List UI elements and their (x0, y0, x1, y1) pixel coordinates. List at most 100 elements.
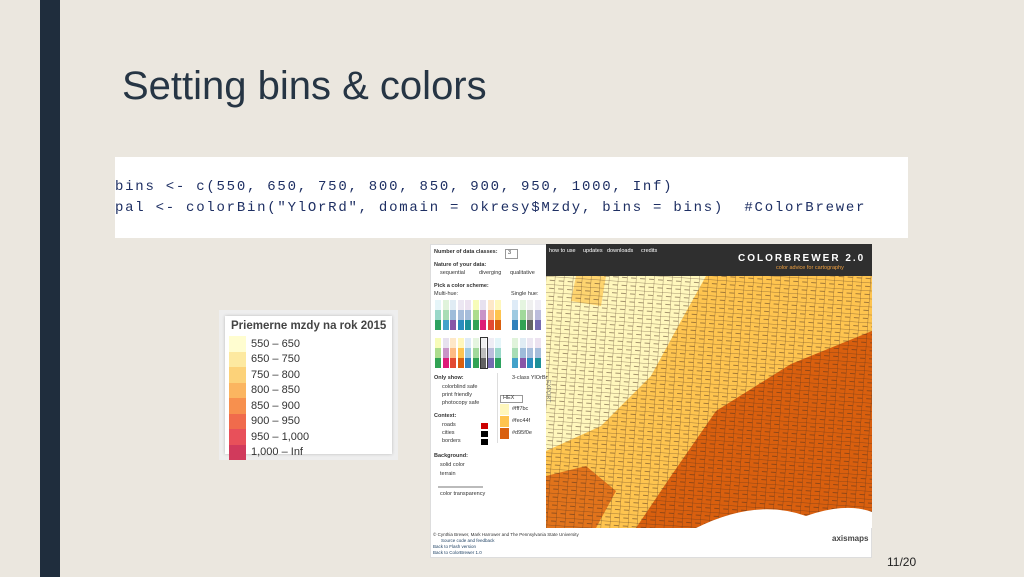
palette-cell (495, 320, 501, 330)
label: Nature of your data: (434, 262, 487, 268)
footer-link[interactable]: Back to Flash version (433, 544, 477, 549)
legend-swatch (229, 429, 246, 445)
palette-cell (442, 348, 449, 358)
county-lines (546, 276, 872, 528)
palette-cell (435, 310, 441, 320)
palette-cell (512, 310, 518, 320)
legend-label: 1,000 – Inf (251, 446, 303, 458)
swatch (500, 428, 509, 439)
radio[interactable]: diverging (479, 270, 502, 276)
palette-cell (442, 300, 449, 310)
legend-image (219, 310, 398, 460)
palette-cell (465, 320, 471, 330)
label: Single hue: (511, 291, 539, 297)
legend-title: Priemerne mzdy na rok 2015 (231, 320, 387, 332)
palette-cell (480, 320, 486, 330)
checkbox[interactable]: colorblind safe (442, 384, 478, 390)
palette-cell (457, 338, 464, 348)
checkbox[interactable]: roads (442, 422, 456, 428)
coast (696, 507, 872, 528)
palette-cell (480, 300, 486, 310)
palette-cell (512, 300, 518, 310)
checkbox[interactable]: borders (442, 438, 461, 444)
palette-cell (487, 300, 494, 310)
palette-cell (450, 320, 456, 330)
radio[interactable]: sequential (440, 270, 466, 276)
brand: axismaps (832, 534, 869, 543)
palette-cell (519, 358, 526, 368)
palette-cell (495, 310, 501, 320)
palette-cell (480, 348, 486, 358)
radio[interactable]: terrain (440, 471, 456, 477)
code-line: bins <- c(550, 650, 750, 800, 850, 900, … (115, 179, 674, 195)
cb-header (546, 244, 872, 276)
palette-cell (450, 338, 456, 348)
footer-link[interactable]: Source code and feedback (441, 538, 495, 543)
palette-cell (465, 300, 471, 310)
checkbox[interactable]: print friendly (442, 392, 472, 398)
palette-cell (519, 348, 526, 358)
label: Number of data classes: (434, 249, 498, 255)
palette-selected (480, 337, 488, 369)
checkbox[interactable]: cities (442, 430, 455, 436)
legend-box (225, 316, 392, 454)
checkbox[interactable]: photocopy safe (442, 400, 480, 406)
palette-cell (442, 338, 449, 348)
side-bar (40, 0, 60, 577)
cb-tagline: color advice for cartography (776, 265, 844, 271)
palette-cell (465, 358, 471, 368)
label: Background: (434, 453, 468, 459)
legend-swatch (229, 413, 246, 429)
select[interactable]: 3 (505, 249, 519, 259)
footer-link[interactable]: Back to ColorBrewer 1.0 (433, 550, 482, 555)
palette-cell (512, 348, 518, 358)
legend-label: 800 – 850 (251, 384, 300, 396)
palette-cell (534, 320, 541, 330)
palette-cell (480, 310, 486, 320)
palette-cell (527, 320, 533, 330)
palette-cell (457, 348, 464, 358)
palette-cell (442, 358, 449, 368)
nav-link: updates (583, 248, 603, 254)
palette-cell (512, 320, 518, 330)
palette-cell (495, 358, 501, 368)
palette-cell (450, 310, 456, 320)
radio[interactable]: qualitative (510, 270, 535, 276)
hex: #d95f0e (512, 430, 532, 436)
palette-cell (512, 338, 518, 348)
palette-cell (487, 310, 494, 320)
palette-cell (534, 358, 541, 368)
palette-cell (480, 358, 486, 368)
legend-swatch (229, 444, 246, 460)
label: Context: (434, 413, 457, 419)
radio[interactable]: solid color (440, 462, 465, 468)
label: color transparency (440, 491, 486, 497)
legend-label: 650 – 750 (251, 353, 300, 365)
palette-cell (487, 338, 494, 348)
legend-label: 550 – 650 (251, 337, 300, 350)
footer: © Cynthia Brewer, Mark Harrower and The … (433, 532, 579, 537)
palette-cell (519, 310, 526, 320)
label: Pick a color scheme: (434, 283, 489, 289)
palette-cell (450, 300, 456, 310)
legend-label: 900 – 950 (251, 415, 300, 427)
slider[interactable] (438, 486, 483, 488)
palette-cell (442, 320, 449, 330)
palette-cell (487, 358, 494, 368)
swatch (481, 423, 488, 429)
select[interactable]: HEX (500, 395, 524, 403)
palette-cell (457, 310, 464, 320)
legend-swatch (229, 351, 246, 367)
export[interactable]: EXPORT (545, 380, 551, 403)
palette-cell (495, 300, 501, 310)
palette-cell (442, 310, 449, 320)
cb-logo: COLORBREWER 2.0 (738, 253, 866, 264)
code-box: bins <- c(550, 650, 750, 800, 850, 900, … (115, 157, 908, 238)
palette-cell (527, 300, 533, 310)
palette-cell (472, 310, 479, 320)
legend-swatch (229, 382, 246, 398)
palette-cell (465, 348, 471, 358)
nav-link: downloads (607, 248, 634, 254)
palette-cell (457, 358, 464, 368)
